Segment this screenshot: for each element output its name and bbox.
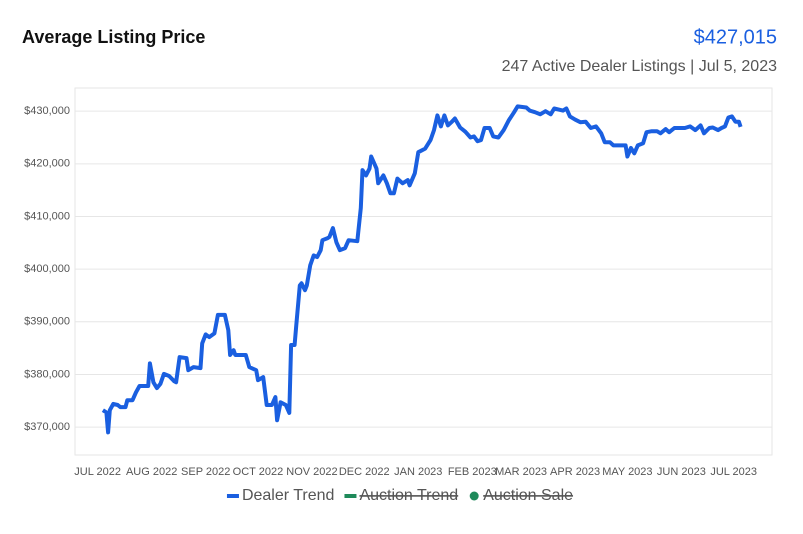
y-tick-label: $400,000 [24,263,70,275]
x-tick-label: NOV 2022 [286,466,337,478]
x-tick-label: FEB 2023 [448,466,497,478]
legend-label: Auction Trend [359,487,458,504]
y-tick-label: $370,000 [24,421,70,433]
x-tick-label: MAY 2023 [602,466,652,478]
x-tick-label: AUG 2022 [126,466,177,478]
x-tick-label: DEC 2022 [339,466,390,478]
y-tick-label: $380,000 [24,368,70,380]
x-tick-label: SEP 2022 [181,466,230,478]
x-tick-label: JAN 2023 [394,466,442,478]
legend-label: Dealer Trend [242,487,335,504]
x-tick-label: JUL 2023 [710,466,757,478]
x-tick-label: JUL 2022 [74,466,121,478]
y-tick-label: $420,000 [24,158,70,170]
current-price: $427,015 [694,26,777,48]
y-tick-label: $390,000 [24,316,70,328]
legend-marker [344,494,357,498]
dealer-trend-line [101,104,743,435]
y-tick-label: $430,000 [24,105,70,117]
x-tick-label: OCT 2022 [233,466,284,478]
plot-frame [74,87,773,456]
x-tick-label: APR 2023 [550,466,600,478]
x-tick-label: MAR 2023 [495,466,547,478]
subtitle: 247 Active Dealer Listings | Jul 5, 2023 [502,58,778,75]
chart-title: Average Listing Price [22,27,205,47]
legend-label: Auction Sale [483,487,573,504]
x-tick-label: JUN 2023 [657,466,706,478]
legend-marker [226,494,239,498]
y-tick-label: $410,000 [24,210,70,222]
legend-marker [469,491,479,501]
